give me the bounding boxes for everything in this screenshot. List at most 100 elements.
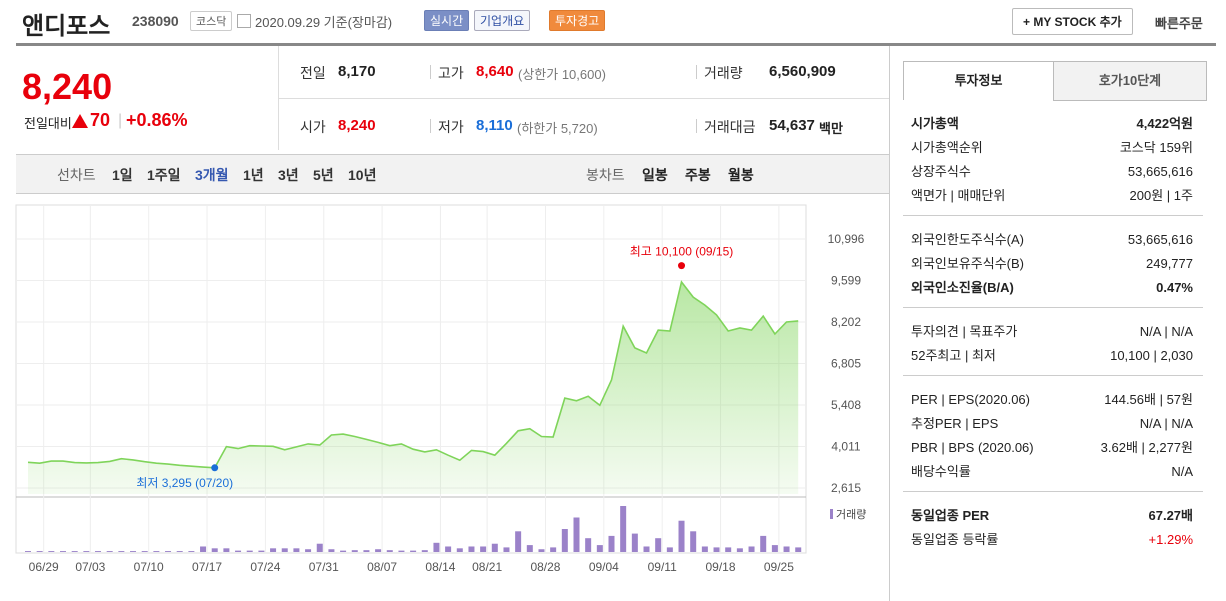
volume-bar (293, 548, 300, 552)
quote-label: 거래량 (704, 65, 743, 81)
volume-bar (71, 551, 78, 552)
volume-bar (538, 549, 545, 552)
quick-order[interactable]: 빠른주문 (1155, 16, 1203, 31)
quote-label: 저가 (438, 119, 464, 135)
volume-bar (445, 546, 452, 552)
group-divider (903, 215, 1203, 216)
volume-bar (795, 547, 802, 552)
panel-tab[interactable]: 호가10단계 (1053, 61, 1207, 101)
quote-value: 8,110 (476, 117, 513, 134)
panel-row: 외국인소진율(B/A) 0.47% (911, 277, 1193, 299)
volume-bar (725, 547, 732, 552)
volume-bar (678, 520, 685, 552)
divider (889, 46, 890, 601)
volume-bar (246, 550, 253, 552)
volume-bar (608, 535, 615, 552)
volume-bar (223, 548, 230, 552)
period-tab[interactable]: 10년 (348, 167, 377, 183)
volume-bar (316, 543, 323, 552)
period-tab[interactable]: 1년 (243, 167, 264, 183)
tab-label: 봉차트 (586, 167, 625, 183)
panel-row: 상장주식수 53,665,616 (911, 161, 1193, 183)
separator: | (118, 112, 123, 129)
volume-bar (165, 551, 172, 552)
row-label: 추정PER | EPS (911, 416, 999, 431)
annotation-dot (211, 464, 219, 472)
stock-name: 앤디포스 (22, 13, 111, 40)
volume-bar (48, 551, 55, 552)
volume-bar (561, 529, 568, 552)
volume-bar (36, 551, 43, 552)
volume-bar (585, 538, 592, 552)
volume-bar (433, 542, 440, 552)
volume-bar (421, 550, 428, 552)
stock-code: 238090 (132, 13, 179, 29)
volume-bar (643, 546, 650, 552)
y-tick-label: 8,202 (831, 315, 861, 329)
quote-value: 8,640 (476, 63, 514, 80)
volume-bar (456, 548, 463, 552)
volume-bar (503, 547, 510, 552)
row-label: 시가총액순위 (911, 140, 983, 155)
volume-bar (305, 549, 312, 552)
period-tab[interactable]: 3년 (278, 167, 299, 183)
volume-bar (363, 550, 370, 552)
warning-badge: 투자경고 (549, 10, 606, 31)
my-stock-button[interactable]: + MY STOCK 추가 (1012, 8, 1133, 35)
row-value: 200원 | 1주 (1129, 188, 1193, 203)
x-tick-label: 08/28 (530, 560, 560, 574)
period-tab[interactable]: 일봉 (642, 167, 668, 183)
row-label: 액면가 | 매매단위 (911, 188, 1006, 203)
period-tab[interactable]: 월봉 (728, 167, 754, 183)
period-tab[interactable]: 1일 (112, 167, 133, 183)
panel-tab[interactable]: 투자정보 (903, 61, 1054, 100)
row-label: 외국인소진율(B/A) (911, 280, 1014, 295)
row-label: PBR | BPS (2020.06) (911, 440, 1034, 455)
volume-bar (106, 551, 113, 552)
panel-row: PBR | BPS (2020.06) 3.62배 | 2,277원 (911, 437, 1193, 459)
y-tick-label: 6,805 (831, 357, 861, 371)
annotation-dot (678, 262, 686, 270)
row-value: 10,100 | 2,030 (1110, 348, 1193, 363)
volume-bar (118, 551, 125, 552)
price-line (27, 280, 799, 469)
x-tick-label: 08/21 (472, 560, 502, 574)
panel-row: 시가총액순위 코스닥 159위 (911, 137, 1193, 159)
quote-label: 시가 (300, 119, 326, 135)
row-label: 배당수익률 (911, 464, 971, 479)
realtime-button[interactable]: 실시간 (424, 10, 470, 31)
annotation: 최고 10,100 (09/15) (630, 245, 733, 259)
company-button[interactable]: 기업개요 (474, 10, 531, 31)
panel-row: 동일업종 PER 67.27배 (911, 505, 1193, 527)
x-tick-label: 08/14 (425, 560, 455, 574)
calendar-icon (237, 14, 251, 28)
period-tab[interactable]: 1주일 (147, 167, 181, 183)
volume-bar (25, 551, 31, 552)
y-tick-label: 10,996 (828, 232, 865, 246)
volume-bar (526, 545, 533, 552)
volume-bar (375, 549, 382, 552)
y-tick-label: 2,615 (831, 481, 861, 495)
x-tick-label: 06/29 (29, 560, 59, 574)
volume-bar (270, 548, 277, 552)
x-tick-label: 07/10 (134, 560, 164, 574)
row-value: N/A | N/A (1139, 324, 1193, 339)
change-rate: +0.86% (126, 110, 188, 130)
period-tab[interactable]: 5년 (313, 167, 334, 183)
group-divider (903, 491, 1203, 492)
row-label: 상장주식수 (911, 164, 971, 179)
period-tab[interactable]: 주봉 (685, 167, 711, 183)
volume-bar (235, 550, 242, 552)
volume-bar (748, 546, 755, 552)
quote-label: 전일 (300, 65, 326, 81)
panel-row: 동일업종 등락률 +1.29% (911, 529, 1193, 551)
volume-bar (141, 551, 148, 552)
quote-value: 6,560,909 (769, 63, 836, 80)
period-tab[interactable]: 3개월 (195, 167, 229, 183)
volume-legend: 거래량 (836, 508, 866, 521)
plot-border (15, 204, 807, 554)
volume-bar (573, 517, 580, 552)
panel-row: PER | EPS(2020.06) 144.56배 | 57원 (911, 389, 1193, 411)
divider (430, 119, 431, 133)
